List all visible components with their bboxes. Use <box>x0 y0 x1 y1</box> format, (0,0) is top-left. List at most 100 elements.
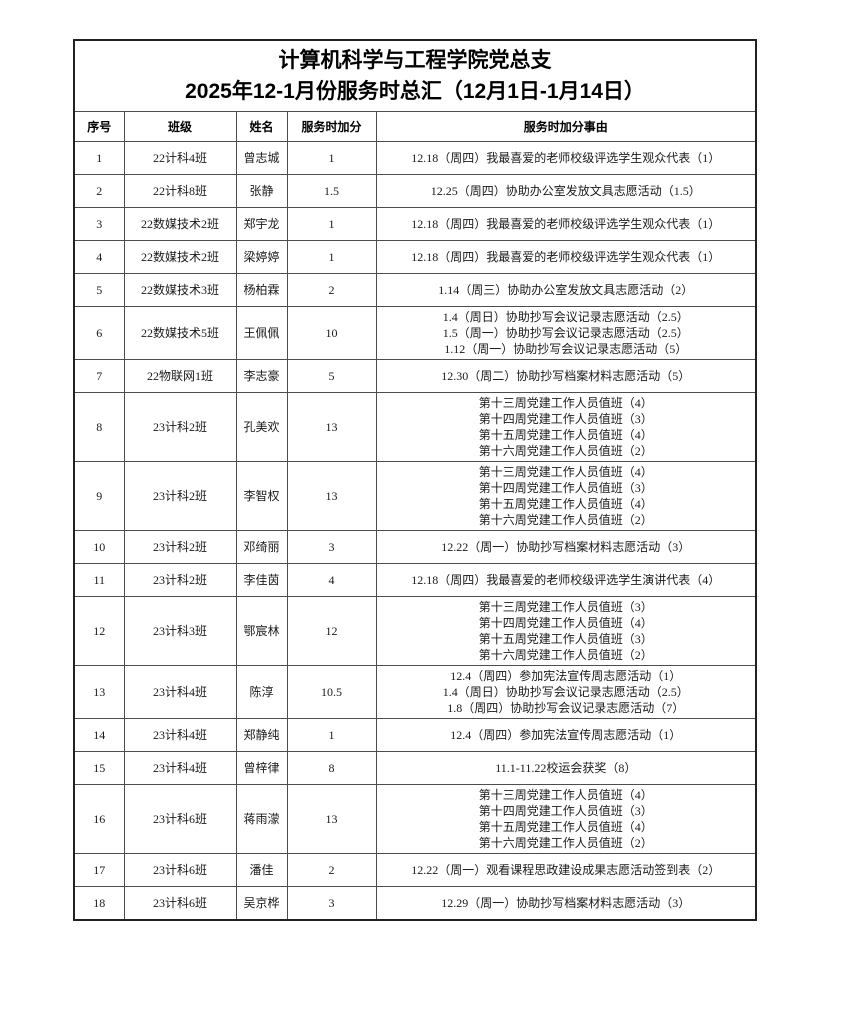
cell-class: 22数媒技术5班 <box>123 306 237 360</box>
cell-reason: 12.18（周四）我最喜爱的老师校级评选学生演讲代表（4） <box>375 563 757 597</box>
cell-index: 10 <box>73 530 125 564</box>
cell-index: 14 <box>73 718 125 752</box>
cell-class: 23计科2班 <box>123 461 237 531</box>
table-row: 6 22数媒技术5班 王佩佩 10 1.4（周日）协助抄写会议记录志愿活动（2.5） 1… <box>73 306 757 360</box>
cell-name: 曾志城 <box>235 141 288 175</box>
document-title-line2: 2025年12-1月份服务时总汇（12月1日-1月14日） <box>185 80 645 103</box>
cell-points: 3 <box>286 886 377 920</box>
table-row: 11 23计科2班 李佳茵 4 12.18（周四）我最喜爱的老师校级评选学生演讲代表（4… <box>73 563 757 597</box>
cell-class: 23计科2班 <box>123 563 237 597</box>
cell-reason: 12.25（周四）协助办公室发放文具志愿活动（1.5） <box>375 174 757 208</box>
cell-reason: 12.29（周一）协助抄写档案材料志愿活动（3） <box>375 886 757 920</box>
cell-class: 23计科4班 <box>123 751 237 785</box>
cell-reason: 12.18（周四）我最喜爱的老师校级评选学生观众代表（1） <box>375 141 757 175</box>
cell-index: 12 <box>73 596 125 666</box>
cell-points: 1 <box>286 718 377 752</box>
cell-index: 8 <box>73 392 125 462</box>
cell-name: 潘佳 <box>235 853 288 887</box>
document-title-line1: 计算机科学与工程学院党总支 <box>278 49 552 72</box>
cell-index: 7 <box>73 359 125 393</box>
cell-name: 梁婷婷 <box>235 240 288 274</box>
cell-class: 23计科6班 <box>123 853 237 887</box>
cell-class: 22物联网1班 <box>123 359 237 393</box>
cell-reason: 12.18（周四）我最喜爱的老师校级评选学生观众代表（1） <box>375 207 757 241</box>
column-header-class: 班级 <box>123 111 237 142</box>
title-row: 计算机科学与工程学院党总支 2025年12-1月份服务时总汇（12月1日-1月1… <box>73 39 757 112</box>
cell-name: 吴京桦 <box>235 886 288 920</box>
cell-name: 邓绮丽 <box>235 530 288 564</box>
cell-reason: 12.4（周四）参加宪法宣传周志愿活动（1） 1.4（周日）协助抄写会议记录志愿… <box>375 665 757 719</box>
cell-class: 23计科3班 <box>123 596 237 666</box>
cell-index: 6 <box>73 306 125 360</box>
cell-index: 17 <box>73 853 125 887</box>
cell-name: 王佩佩 <box>235 306 288 360</box>
cell-name: 孔美欢 <box>235 392 288 462</box>
cell-index: 16 <box>73 784 125 854</box>
cell-name: 陈淳 <box>235 665 288 719</box>
column-header-reason: 服务时加分事由 <box>375 111 757 142</box>
table-header-row: 序号 班级 姓名 服务时加分 服务时加分事由 <box>73 111 757 142</box>
cell-points: 1 <box>286 207 377 241</box>
cell-points: 13 <box>286 461 377 531</box>
table-row: 15 23计科4班 曾梓律 8 11.1-11.22校运会获奖（8） <box>73 751 757 785</box>
table-row: 7 22物联网1班 李志豪 5 12.30（周二）协助抄写档案材料志愿活动（5） <box>73 359 757 393</box>
cell-class: 22数媒技术2班 <box>123 207 237 241</box>
cell-index: 15 <box>73 751 125 785</box>
cell-name: 曾梓律 <box>235 751 288 785</box>
table-row: 16 23计科6班 蒋雨濛 13 第十三周党建工作人员值班（4） 第十四周党建工作人员值… <box>73 784 757 854</box>
table-row: 18 23计科6班 吴京桦 3 12.29（周一）协助抄写档案材料志愿活动（3） <box>73 886 757 920</box>
cell-name: 李志豪 <box>235 359 288 393</box>
cell-index: 5 <box>73 273 125 307</box>
column-header-index: 序号 <box>73 111 125 142</box>
cell-class: 22数媒技术2班 <box>123 240 237 274</box>
cell-index: 18 <box>73 886 125 920</box>
table-row: 2 22计科8班 张静 1.5 12.25（周四）协助办公室发放文具志愿活动（1.5） <box>73 174 757 208</box>
cell-class: 22数媒技术3班 <box>123 273 237 307</box>
cell-reason: 12.22（周一）协助抄写档案材料志愿活动（3） <box>375 530 757 564</box>
cell-index: 1 <box>73 141 125 175</box>
cell-reason: 1.4（周日）协助抄写会议记录志愿活动（2.5） 1.5（周一）协助抄写会议记录… <box>375 306 757 360</box>
cell-reason: 第十三周党建工作人员值班（3） 第十四周党建工作人员值班（4） 第十五周党建工作… <box>375 596 757 666</box>
document-title: 计算机科学与工程学院党总支 2025年12-1月份服务时总汇（12月1日-1月1… <box>73 39 757 112</box>
table-row: 9 23计科2班 李智权 13 第十三周党建工作人员值班（4） 第十四周党建工作人员值班… <box>73 461 757 531</box>
cell-points: 10.5 <box>286 665 377 719</box>
cell-points: 1 <box>286 240 377 274</box>
cell-reason: 12.22（周一）观看课程思政建设成果志愿活动签到表（2） <box>375 853 757 887</box>
table-row: 10 23计科2班 邓绮丽 3 12.22（周一）协助抄写档案材料志愿活动（3） <box>73 530 757 564</box>
cell-reason: 第十三周党建工作人员值班（4） 第十四周党建工作人员值班（3） 第十五周党建工作… <box>375 461 757 531</box>
cell-points: 4 <box>286 563 377 597</box>
cell-index: 4 <box>73 240 125 274</box>
cell-points: 2 <box>286 853 377 887</box>
cell-reason: 12.30（周二）协助抄写档案材料志愿活动（5） <box>375 359 757 393</box>
column-header-name: 姓名 <box>235 111 288 142</box>
cell-name: 张静 <box>235 174 288 208</box>
cell-class: 22计科4班 <box>123 141 237 175</box>
cell-points: 8 <box>286 751 377 785</box>
table-row: 17 23计科6班 潘佳 2 12.22（周一）观看课程思政建设成果志愿活动签到表（2） <box>73 853 757 887</box>
table-row: 1 22计科4班 曾志城 1 12.18（周四）我最喜爱的老师校级评选学生观众代表（1） <box>73 141 757 175</box>
cell-points: 5 <box>286 359 377 393</box>
column-header-points: 服务时加分 <box>286 111 377 142</box>
table-row: 13 23计科4班 陈淳 10.5 12.4（周四）参加宪法宣传周志愿活动（1） 1.4… <box>73 665 757 719</box>
cell-name: 郑静纯 <box>235 718 288 752</box>
cell-reason: 1.14（周三）协助办公室发放文具志愿活动（2） <box>375 273 757 307</box>
table-row: 12 23计科3班 鄂宸林 12 第十三周党建工作人员值班（3） 第十四周党建工作人员值… <box>73 596 757 666</box>
cell-points: 3 <box>286 530 377 564</box>
cell-points: 13 <box>286 784 377 854</box>
cell-points: 10 <box>286 306 377 360</box>
cell-reason: 第十三周党建工作人员值班（4） 第十四周党建工作人员值班（3） 第十五周党建工作… <box>375 392 757 462</box>
cell-class: 23计科6班 <box>123 886 237 920</box>
cell-name: 李智权 <box>235 461 288 531</box>
cell-index: 3 <box>73 207 125 241</box>
cell-name: 郑宇龙 <box>235 207 288 241</box>
cell-class: 22计科8班 <box>123 174 237 208</box>
cell-class: 23计科2班 <box>123 392 237 462</box>
cell-name: 杨柏霖 <box>235 273 288 307</box>
table-body: 1 22计科4班 曾志城 1 12.18（周四）我最喜爱的老师校级评选学生观众代表（1）… <box>73 141 757 920</box>
table-row: 3 22数媒技术2班 郑宇龙 1 12.18（周四）我最喜爱的老师校级评选学生观众代表（… <box>73 207 757 241</box>
cell-name: 鄂宸林 <box>235 596 288 666</box>
cell-class: 23计科2班 <box>123 530 237 564</box>
cell-name: 李佳茵 <box>235 563 288 597</box>
cell-index: 2 <box>73 174 125 208</box>
